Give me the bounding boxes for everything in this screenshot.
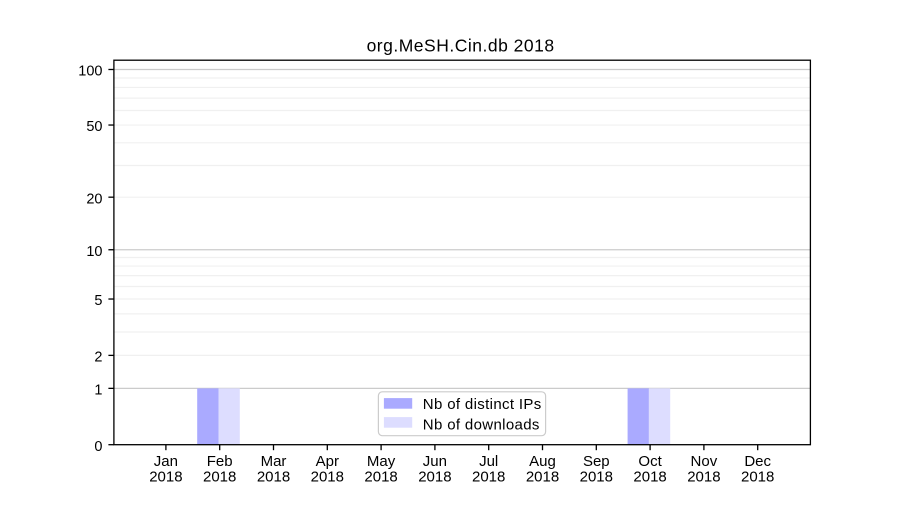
svg-text:50: 50 bbox=[86, 119, 102, 135]
svg-text:Oct: Oct bbox=[638, 453, 662, 470]
svg-text:2018: 2018 bbox=[741, 469, 774, 486]
svg-text:Sep: Sep bbox=[583, 453, 610, 470]
svg-text:2018: 2018 bbox=[203, 469, 236, 486]
svg-text:2018: 2018 bbox=[526, 469, 559, 486]
svg-text:Jul: Jul bbox=[479, 453, 498, 470]
svg-text:2018: 2018 bbox=[687, 469, 720, 486]
svg-text:1: 1 bbox=[94, 383, 102, 399]
svg-text:2018: 2018 bbox=[257, 469, 290, 486]
svg-text:Mar: Mar bbox=[261, 453, 287, 470]
svg-text:5: 5 bbox=[94, 293, 102, 309]
svg-text:Nov: Nov bbox=[691, 453, 718, 470]
svg-text:Dec: Dec bbox=[744, 453, 771, 470]
svg-text:Jun: Jun bbox=[423, 453, 447, 470]
svg-text:Apr: Apr bbox=[316, 453, 339, 470]
svg-text:2018: 2018 bbox=[364, 469, 397, 486]
svg-text:0: 0 bbox=[94, 439, 102, 455]
svg-text:May: May bbox=[367, 453, 396, 470]
svg-text:Aug: Aug bbox=[529, 453, 556, 470]
svg-text:2018: 2018 bbox=[633, 469, 666, 486]
svg-text:2018: 2018 bbox=[472, 469, 505, 486]
svg-text:2: 2 bbox=[94, 350, 102, 366]
svg-text:Feb: Feb bbox=[207, 453, 233, 470]
svg-text:2018: 2018 bbox=[418, 469, 451, 486]
svg-text:org.MeSH.Cin.db 2018: org.MeSH.Cin.db 2018 bbox=[367, 36, 555, 56]
svg-text:100: 100 bbox=[78, 64, 102, 80]
svg-text:Nb of downloads: Nb of downloads bbox=[423, 416, 540, 433]
svg-text:2018: 2018 bbox=[149, 469, 182, 486]
svg-text:Jan: Jan bbox=[154, 453, 178, 470]
svg-text:10: 10 bbox=[86, 244, 102, 260]
svg-text:2018: 2018 bbox=[580, 469, 613, 486]
svg-text:Nb of distinct IPs: Nb of distinct IPs bbox=[423, 396, 542, 413]
svg-text:20: 20 bbox=[86, 191, 102, 207]
svg-text:2018: 2018 bbox=[311, 469, 344, 486]
